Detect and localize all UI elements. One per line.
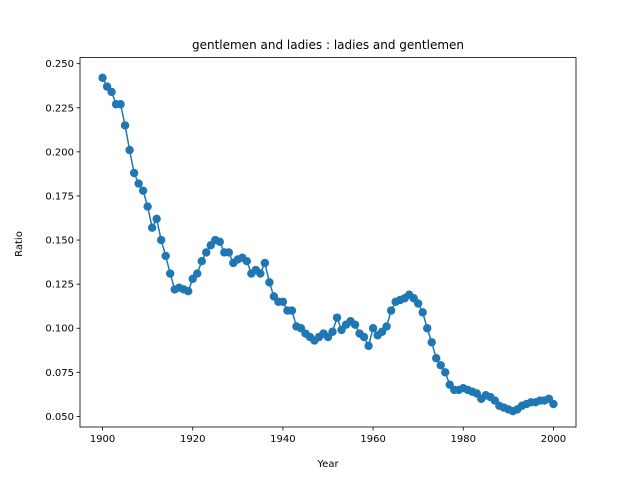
data-point — [116, 100, 125, 109]
y-tick-label: 0.225 — [45, 103, 74, 114]
data-point — [427, 338, 436, 347]
data-point — [328, 327, 337, 336]
data-point — [129, 168, 139, 178]
chart-title: gentlemen and ladies : ladies and gentle… — [192, 38, 464, 52]
data-point — [215, 237, 224, 247]
x-axis-label: Year — [316, 459, 339, 470]
data-point — [332, 313, 342, 322]
data-point — [184, 286, 193, 296]
y-tick-label: 0.175 — [45, 191, 74, 202]
data-point — [287, 306, 297, 315]
data-point — [359, 332, 369, 342]
data-point — [413, 299, 423, 308]
axes-frame — [79, 57, 577, 428]
data-point — [165, 269, 175, 278]
data-point — [143, 202, 152, 211]
data-point — [278, 297, 288, 306]
x-tick-label: 1920 — [180, 434, 205, 445]
x-tick-label: 1900 — [90, 434, 115, 445]
data-point — [224, 248, 233, 257]
data-point — [193, 269, 202, 278]
data-point — [147, 223, 157, 232]
y-tick-label: 0.200 — [45, 147, 74, 158]
data-point — [161, 251, 170, 261]
data-point — [549, 399, 558, 409]
y-tick-label: 0.125 — [45, 280, 74, 291]
x-tick-label: 1940 — [270, 434, 295, 445]
data-point — [436, 361, 445, 370]
data-point — [197, 257, 206, 266]
y-tick-label: 0.100 — [45, 324, 74, 335]
data-point — [256, 269, 265, 278]
data-point — [423, 324, 432, 333]
data-point — [152, 214, 161, 224]
data-point — [120, 121, 130, 130]
plot-area — [98, 73, 558, 416]
x-tick-label: 1960 — [360, 434, 385, 445]
x-axis: 1900 1920 1940 1960 1980 2000 — [90, 427, 566, 445]
data-point — [125, 145, 134, 155]
data-point — [350, 320, 360, 329]
data-point — [202, 248, 211, 257]
data-point — [441, 368, 450, 377]
y-tick-label: 0.250 — [45, 59, 74, 70]
data-point — [107, 87, 116, 97]
y-tick-label: 0.075 — [45, 368, 74, 379]
data-point — [156, 235, 166, 245]
x-tick-label: 1980 — [451, 434, 476, 445]
data-point — [368, 324, 378, 333]
data-point — [98, 73, 107, 82]
data-point — [138, 186, 148, 195]
y-axis-label: Ratio — [14, 231, 25, 257]
y-tick-label: 0.150 — [45, 236, 74, 247]
data-point — [265, 278, 274, 287]
data-point — [242, 257, 252, 266]
x-tick-label: 2000 — [541, 434, 566, 445]
data-point — [134, 179, 143, 188]
data-point — [382, 322, 391, 331]
y-axis: 0.050 0.075 0.100 0.125 0.150 0.175 0.200 0.225… — [45, 59, 80, 423]
data-point — [418, 308, 427, 317]
data-point — [364, 341, 373, 351]
y-tick-label: 0.050 — [45, 412, 74, 423]
data-point — [260, 258, 270, 268]
data-point — [386, 306, 396, 315]
data-point — [432, 354, 441, 363]
